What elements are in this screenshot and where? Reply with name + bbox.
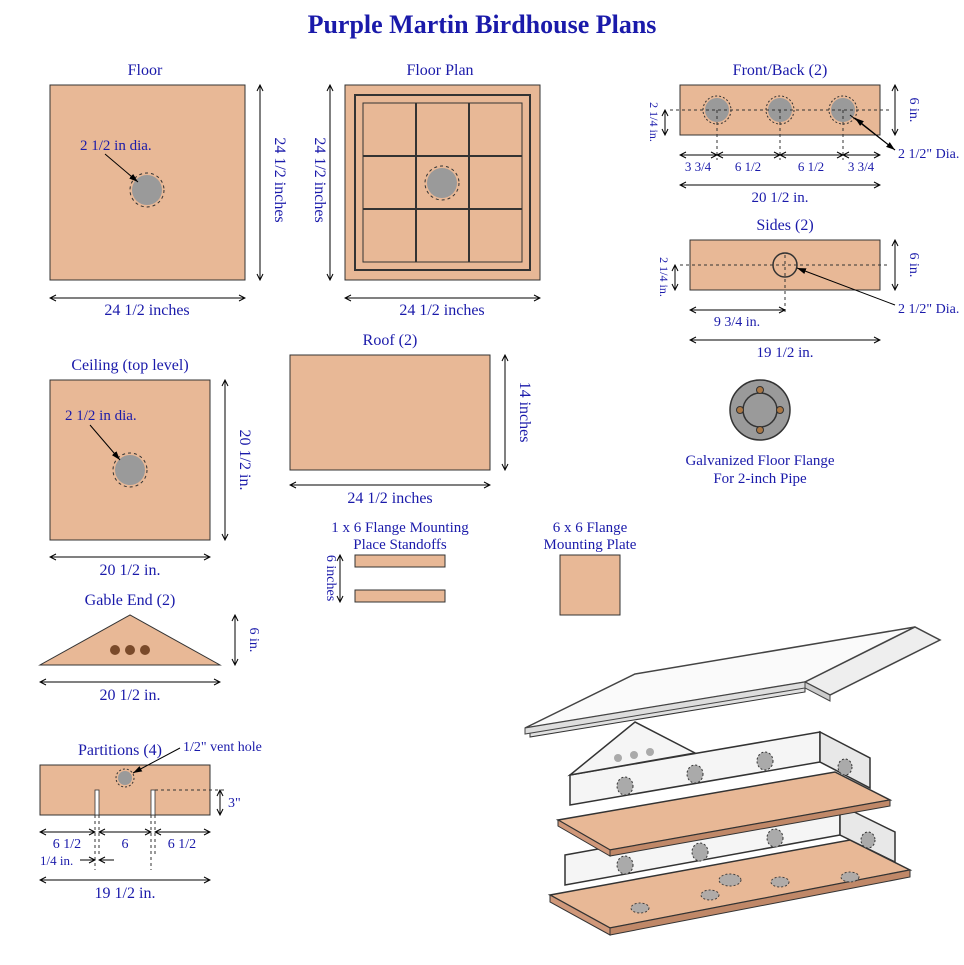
floor-height-label: 24 1/2 inches: [271, 137, 288, 222]
roof-panel: Roof (2) 24 1/2 inches 14 inches: [290, 332, 533, 507]
fb-dia-label: 2 1/2" Dia.: [898, 147, 959, 162]
fb-offset-label: 2 1/4 in.: [647, 102, 661, 142]
fb-d3: 6 1/2: [798, 159, 824, 174]
part-d2: 6: [122, 837, 129, 852]
floor-panel: Floor 2 1/2 in dia. 24 1/2 inches 24 1/2…: [50, 62, 288, 319]
ceiling-label: Ceiling (top level): [71, 357, 188, 374]
part-width-label: 19 1/2 in.: [95, 885, 156, 902]
part-slot-w: 1/4 in.: [40, 853, 73, 868]
gable-width-label: 20 1/2 in.: [100, 687, 161, 704]
roof-height-label: 14 inches: [516, 382, 533, 443]
fb-d2: 6 1/2: [735, 159, 761, 174]
gable-height-label: 6 in.: [246, 628, 261, 653]
fb-d1: 3 3/4: [685, 159, 712, 174]
standoffs-label-2: Place Standoffs: [353, 537, 447, 553]
standoffs-label-1: 1 x 6 Flange Mounting: [331, 520, 469, 536]
ceiling-height-label: 20 1/2 in.: [236, 430, 253, 491]
sides-panel: Sides (2) 2 1/2" Dia. 6 in. 2 1/4 in. 9 …: [657, 217, 959, 361]
ceiling-panel: Ceiling (top level) 2 1/2 in dia. 20 1/2…: [50, 357, 253, 579]
partitions-panel: Partitions (4) 1/2" vent hole 3" 6 1/2 6…: [40, 740, 262, 902]
fb-width-label: 20 1/2 in.: [751, 190, 808, 206]
part-slot-h-label: 3": [228, 796, 241, 811]
mounting-plate-panel: 6 x 6 Flange Mounting Plate: [544, 520, 637, 615]
roof-width-label: 24 1/2 inches: [347, 490, 432, 507]
fb-d4: 3 3/4: [848, 159, 875, 174]
partitions-label: Partitions (4): [78, 742, 162, 759]
front-back-panel: Front/Back (2) 2 1/2" Dia. 6 in. 2 1/4 i…: [647, 62, 959, 206]
sides-dia-label: 2 1/2" Dia.: [898, 302, 959, 317]
page-title: Purple Martin Birdhouse Plans: [0, 0, 964, 40]
sides-height-label: 6 in.: [906, 253, 921, 278]
floor-plan-width-label: 24 1/2 inches: [399, 302, 484, 319]
gable-panel: Gable End (2) 20 1/2 in. 6 in.: [40, 592, 261, 704]
diagram-canvas: Floor 2 1/2 in dia. 24 1/2 inches 24 1/2…: [0, 40, 964, 960]
ceiling-width-label: 20 1/2 in.: [100, 562, 161, 579]
floor-plan-panel: Floor Plan 24 1/2 inches 24 1/2 inches: [311, 62, 540, 319]
gable-label: Gable End (2): [85, 592, 176, 609]
sides-offset-label: 2 1/4 in.: [657, 257, 671, 297]
part-d1: 6 1/2: [53, 837, 81, 852]
roof-label: Roof (2): [363, 332, 418, 349]
part-d3: 6 1/2: [168, 837, 196, 852]
floor-width-label: 24 1/2 inches: [104, 302, 189, 319]
standoffs-panel: 1 x 6 Flange Mounting Place Standoffs 6 …: [323, 520, 469, 602]
flange-label-2: For 2-inch Pipe: [713, 471, 807, 487]
vent-label: 1/2" vent hole: [183, 740, 262, 755]
sides-label: Sides (2): [756, 217, 813, 234]
plate-label-1: 6 x 6 Flange: [553, 520, 628, 536]
flange-label-1: Galvanized Floor Flange: [685, 453, 834, 469]
floor-plan-height-label: 24 1/2 inches: [311, 137, 328, 222]
floor-flange: Galvanized Floor Flange For 2-inch Pipe: [685, 380, 834, 487]
fb-height-label: 6 in.: [906, 98, 921, 123]
front-back-label: Front/Back (2): [733, 62, 828, 79]
plate-label-2: Mounting Plate: [544, 537, 637, 553]
standoffs-height-label: 6 inches: [323, 555, 338, 601]
floor-label: Floor: [128, 62, 163, 79]
sides-width-label: 19 1/2 in.: [756, 345, 813, 361]
floor-plan-label: Floor Plan: [406, 62, 473, 79]
ceiling-hole-label: 2 1/2 in dia.: [65, 408, 137, 424]
floor-hole-label: 2 1/2 in dia.: [80, 138, 152, 154]
sides-center-label: 9 3/4 in.: [714, 315, 760, 330]
